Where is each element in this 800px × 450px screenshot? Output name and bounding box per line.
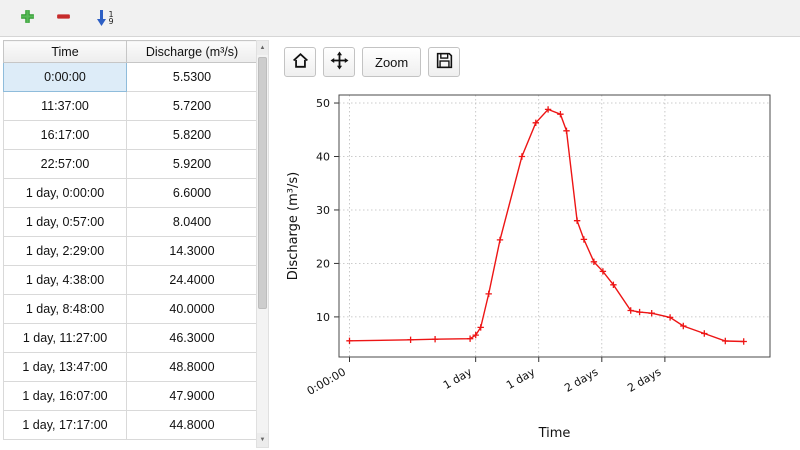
remove-row-button[interactable] — [50, 5, 76, 31]
sort-digit-top: 1 — [108, 10, 114, 19]
home-button[interactable] — [284, 47, 316, 77]
table-row: 0:00:00 5.5300 — [3, 62, 258, 92]
discharge-cell[interactable]: 5.5300 — [126, 62, 258, 92]
table-row: 1 day, 8:48:00 40.0000 — [3, 294, 258, 324]
svg-text:20: 20 — [316, 257, 330, 270]
save-icon — [435, 51, 454, 73]
table-row: 1 day, 16:07:00 47.9000 — [3, 381, 258, 411]
chart[interactable]: 0:00:00 1 day 1 day 2 days 2 days 10 20 30 40 50 T… — [284, 81, 798, 450]
discharge-cell[interactable]: 8.0400 — [126, 207, 258, 237]
time-cell[interactable]: 1 day, 13:47:00 — [3, 352, 127, 382]
zoom-button[interactable]: Zoom — [362, 47, 422, 77]
time-series-table: Time Discharge (m³/s) 0:00:00 5.5300 11:37… — [3, 40, 258, 440]
time-cell[interactable]: 1 day, 17:17:00 — [3, 410, 127, 440]
pan-arrows-icon — [330, 51, 349, 73]
discharge-cell[interactable]: 5.9200 — [126, 149, 258, 179]
discharge-cell[interactable]: 46.3000 — [126, 323, 258, 353]
svg-text:1 day: 1 day — [441, 365, 475, 392]
discharge-cell[interactable]: 5.7200 — [126, 91, 258, 121]
svg-text:1 day: 1 day — [504, 365, 538, 392]
svg-text:2 days: 2 days — [562, 365, 600, 395]
time-cell[interactable]: 1 day, 0:57:00 — [3, 207, 127, 237]
time-cell[interactable]: 1 day, 16:07:00 — [3, 381, 127, 411]
svg-text:2 days: 2 days — [625, 365, 663, 395]
scrollbar-thumb[interactable] — [258, 57, 267, 309]
sort-digit-bottom: 9 — [108, 17, 114, 26]
time-cell[interactable]: 1 day, 8:48:00 — [3, 294, 127, 324]
table-row: 1 day, 17:17:00 44.8000 — [3, 410, 258, 440]
svg-text:Discharge (m³/s): Discharge (m³/s) — [286, 172, 301, 280]
time-cell[interactable]: 1 day, 0:00:00 — [3, 178, 127, 208]
table-row: 1 day, 13:47:00 48.8000 — [3, 352, 258, 382]
plus-icon — [19, 8, 36, 28]
table-row: 1 day, 11:27:00 46.3000 — [3, 323, 258, 353]
svg-text:10: 10 — [316, 311, 330, 324]
time-column-header[interactable]: Time — [3, 40, 127, 63]
sort-button[interactable]: 1 9 — [92, 5, 118, 31]
time-cell[interactable]: 11:37:00 — [3, 91, 127, 121]
svg-text:50: 50 — [316, 97, 330, 110]
minus-icon — [55, 8, 72, 28]
discharge-cell[interactable]: 44.8000 — [126, 410, 258, 440]
scroll-up-button[interactable]: ▲ — [257, 41, 268, 55]
table-header-row: Time Discharge (m³/s) — [3, 40, 258, 63]
table-row: 16:17:00 5.8200 — [3, 120, 258, 150]
discharge-cell[interactable]: 40.0000 — [126, 294, 258, 324]
add-row-button[interactable] — [14, 5, 40, 31]
time-cell[interactable]: 22:57:00 — [3, 149, 127, 179]
table-body: 0:00:00 5.5300 11:37:00 5.7200 16:17:00 5.820… — [3, 62, 258, 440]
time-cell[interactable]: 1 day, 4:38:00 — [3, 265, 127, 295]
svg-text:0:00:00: 0:00:00 — [305, 365, 348, 397]
plot-panel: Zoom 0:00:00 1 day 1 day 2 days 2 days 10 20 30… — [272, 37, 800, 450]
table-row: 1 day, 2:29:00 14.3000 — [3, 236, 258, 266]
svg-text:Time: Time — [538, 426, 571, 441]
table-row: 22:57:00 5.9200 — [3, 149, 258, 179]
scroll-down-icon: ▼ — [259, 437, 266, 443]
plot-toolbar: Zoom — [284, 37, 800, 81]
discharge-cell[interactable]: 47.9000 — [126, 381, 258, 411]
pan-button[interactable] — [323, 47, 355, 77]
scroll-up-icon: ▲ — [259, 45, 266, 51]
time-cell[interactable]: 16:17:00 — [3, 120, 127, 150]
discharge-column-header[interactable]: Discharge (m³/s) — [126, 40, 258, 63]
discharge-cell[interactable]: 48.8000 — [126, 352, 258, 382]
save-button[interactable] — [428, 47, 461, 77]
chart-area: 0:00:00 1 day 1 day 2 days 2 days 10 20 30 40 50 T… — [284, 81, 800, 450]
time-series-table-panel: Time Discharge (m³/s) 0:00:00 5.5300 11:37… — [0, 37, 272, 450]
discharge-cell[interactable]: 6.6000 — [126, 178, 258, 208]
table-row: 1 day, 0:00:00 6.6000 — [3, 178, 258, 208]
discharge-cell[interactable]: 24.4000 — [126, 265, 258, 295]
discharge-cell[interactable]: 5.8200 — [126, 120, 258, 150]
scroll-down-button[interactable]: ▼ — [257, 433, 268, 447]
time-cell[interactable]: 1 day, 2:29:00 — [3, 236, 127, 266]
main-toolbar: 1 9 — [0, 0, 800, 37]
sort-ascending-icon: 1 9 — [96, 9, 114, 27]
home-icon — [291, 51, 310, 73]
time-cell[interactable]: 0:00:00 — [3, 62, 127, 92]
discharge-cell[interactable]: 14.3000 — [126, 236, 258, 266]
table-row: 1 day, 0:57:00 8.0400 — [3, 207, 258, 237]
table-scrollbar[interactable]: ▲ ▼ — [256, 40, 269, 448]
svg-text:40: 40 — [316, 150, 330, 163]
table-row: 1 day, 4:38:00 24.4000 — [3, 265, 258, 295]
table-row: 11:37:00 5.7200 — [3, 91, 258, 121]
time-cell[interactable]: 1 day, 11:27:00 — [3, 323, 127, 353]
svg-text:30: 30 — [316, 204, 330, 217]
content-area: Time Discharge (m³/s) 0:00:00 5.5300 11:37… — [0, 37, 800, 450]
